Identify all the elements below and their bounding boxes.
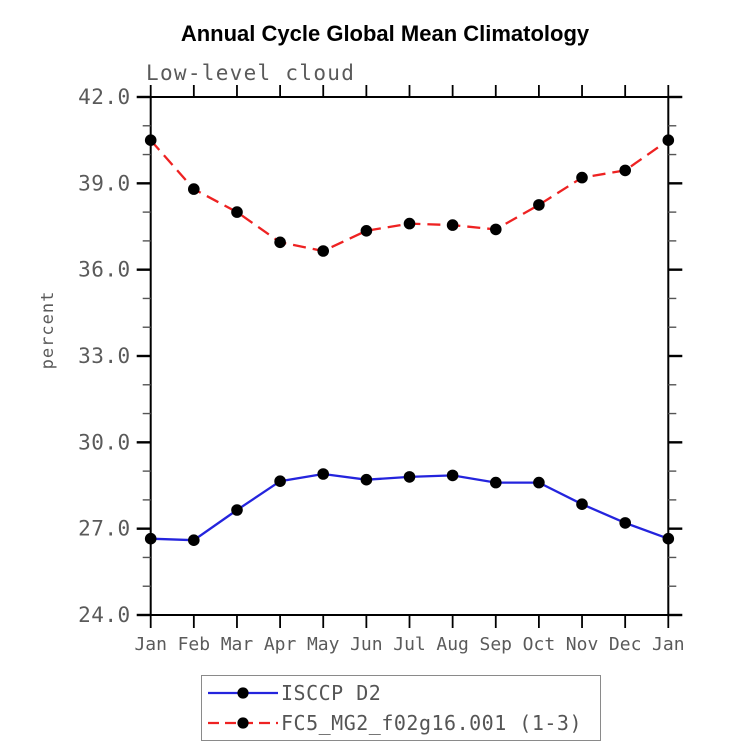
chart-subtitle: Low-level cloud (146, 61, 356, 85)
x-tick-label: Jan (652, 634, 685, 655)
data-point (446, 469, 459, 482)
data-point (490, 223, 502, 236)
legend-line-sample-dashed (208, 717, 278, 729)
data-point (619, 164, 631, 177)
data-point (188, 534, 200, 546)
data-point (576, 498, 588, 511)
data-point (662, 134, 675, 146)
plot-border (149, 96, 670, 616)
data-point (144, 532, 157, 545)
data-point (490, 476, 502, 489)
x-tick-label: Oct (523, 634, 556, 655)
legend-item: FC5_MG2_f02g16.001 (1-3) (202, 711, 600, 735)
data-point (533, 199, 545, 211)
x-tick-label: Sep (480, 634, 513, 655)
series-line-1 (149, 139, 669, 253)
x-tick-label: Feb (178, 634, 211, 655)
x-tick-label: Mar (221, 634, 254, 655)
data-point (576, 171, 588, 184)
y-tick-label: 24.0 (78, 603, 131, 627)
y-tick-label: 36.0 (78, 258, 131, 282)
x-tick-label: Dec (609, 634, 642, 655)
data-point (403, 217, 416, 230)
data-point (360, 473, 373, 486)
chart-title: Annual Cycle Global Mean Climatology (180, 21, 590, 46)
data-point (317, 245, 330, 257)
data-point (144, 134, 157, 146)
x-tick-label: May (307, 634, 340, 655)
data-point (619, 517, 631, 529)
data-point (662, 532, 675, 545)
y-tick-label: 42.0 (78, 85, 131, 109)
legend-line-sample-solid (208, 687, 278, 699)
y-tick-label: 30.0 (78, 430, 131, 454)
legend-label-fc5: FC5_MG2_f02g16.001 (1-3) (281, 710, 582, 735)
x-tick-label: Apr (264, 634, 297, 655)
data-point (360, 225, 373, 237)
y-axis-title: percent (38, 291, 58, 370)
y-tick-label: 33.0 (78, 344, 131, 368)
data-point (274, 475, 286, 488)
legend-item: ISCCP D2 (202, 681, 600, 705)
x-tick-label: Jan (134, 634, 167, 655)
legend-label-isccp: ISCCP D2 (281, 681, 382, 706)
y-tick-label: 39.0 (78, 171, 131, 195)
data-point (231, 206, 243, 218)
data-point (274, 236, 286, 249)
legend: ISCCP D2 FC5_MG2_f02g16.001 (1-3) (201, 675, 601, 741)
legend-marker-dot (237, 717, 249, 729)
data-point (188, 183, 200, 195)
x-tick-label: Aug (436, 634, 469, 655)
data-point (231, 504, 243, 516)
series-line-0 (150, 472, 669, 542)
data-point (533, 476, 545, 489)
data-point (317, 468, 330, 480)
legend-marker-dot (237, 687, 249, 699)
data-point (446, 219, 459, 231)
x-tick-label: Jul (393, 634, 426, 655)
data-point (403, 471, 416, 483)
y-tick-label: 27.0 (78, 517, 131, 541)
x-tick-label: Jun (350, 634, 383, 655)
x-tick-label: Nov (566, 634, 599, 655)
